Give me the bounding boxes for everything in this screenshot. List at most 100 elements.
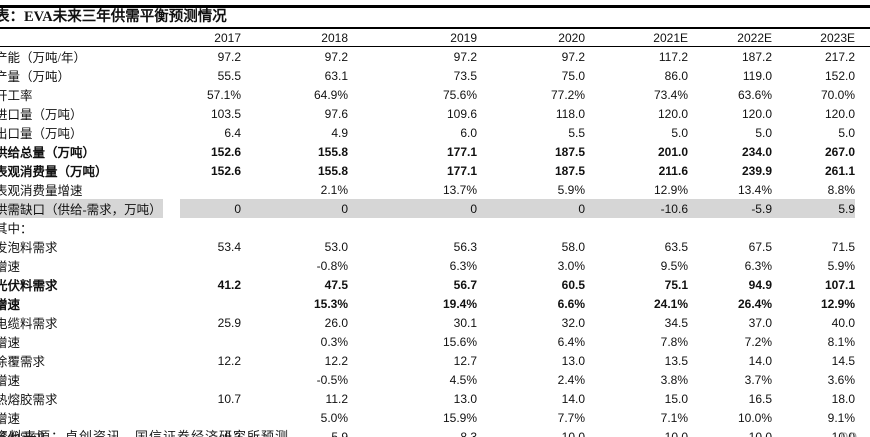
value-cell: 234.0 bbox=[741, 144, 772, 159]
row-label: 表观消费量增速 bbox=[0, 184, 83, 198]
value-cell: 5.9% bbox=[557, 182, 585, 197]
value-cell: -10.6 bbox=[585, 199, 688, 218]
table-row: 增速 15.3% 19.4% 6.6% 24.1% 26.4% 12.9% bbox=[0, 294, 870, 313]
value-cell: 201.0 bbox=[657, 144, 688, 159]
value-cell: 53.4 bbox=[217, 239, 241, 254]
value-cell: 177.1 bbox=[446, 144, 477, 159]
page-number-fragment: 00 bbox=[840, 429, 858, 437]
value-cell: 56.3 bbox=[453, 239, 477, 254]
year-header: 2018 bbox=[321, 30, 348, 45]
row-label: 进口量（万吨） bbox=[0, 108, 83, 122]
value-cell: 13.0 bbox=[453, 391, 477, 406]
table-row: 进口量（万吨） 103.5 97.6 109.6 118.0 120.0 120… bbox=[0, 104, 870, 123]
value-cell: 6.4 bbox=[224, 125, 241, 140]
value-cell: 41.2 bbox=[217, 277, 241, 292]
value-cell: 13.5 bbox=[664, 353, 688, 368]
value-cell: 155.8 bbox=[317, 144, 348, 159]
row-label: 产量（万吨） bbox=[0, 70, 71, 84]
value-cell: 10.0 bbox=[748, 429, 772, 437]
row-label: 产能（万吨/年） bbox=[0, 51, 86, 65]
value-cell: 117.2 bbox=[658, 49, 688, 64]
row-label: 热熔胶需求 bbox=[0, 393, 58, 407]
value-cell: 86.0 bbox=[664, 68, 688, 83]
value-cell: 152.6 bbox=[210, 144, 241, 159]
value-cell: 37.0 bbox=[748, 315, 772, 330]
table-row: 电缆料需求 25.9 26.0 30.1 32.0 34.5 37.0 40.0 bbox=[0, 313, 870, 332]
value-cell: 64.9% bbox=[313, 87, 348, 102]
value-cell: 70.0% bbox=[820, 87, 855, 102]
value-cell: 155.8 bbox=[317, 163, 348, 178]
year-header: 2017 bbox=[214, 30, 241, 45]
table-row: 其中： bbox=[0, 218, 870, 237]
year-header: 2020 bbox=[558, 30, 585, 45]
value-cell: 14.0 bbox=[748, 353, 772, 368]
value-cell: 3.7% bbox=[744, 372, 772, 387]
value-cell bbox=[477, 218, 585, 237]
value-cell: 7.1% bbox=[660, 410, 688, 425]
row-label: 表观消费量（万吨） bbox=[0, 165, 108, 179]
value-cell: 5.9 bbox=[331, 429, 348, 437]
value-cell: 55.5 bbox=[217, 68, 241, 83]
table-row: 产能（万吨/年） 97.2 97.2 97.2 97.2 117.2 187.2… bbox=[0, 47, 870, 67]
value-cell: 5.0% bbox=[320, 410, 348, 425]
value-cell: 32.0 bbox=[561, 315, 585, 330]
value-cell: 12.9% bbox=[653, 182, 688, 197]
value-cell: 12.2 bbox=[324, 353, 348, 368]
value-cell: 71.5 bbox=[831, 239, 855, 254]
value-cell: 0 bbox=[180, 199, 241, 218]
value-cell: 5.0 bbox=[755, 125, 772, 140]
table-row: 其他需求 9.2 5.9 8.3 10.0 10.0 10.0 10.0 bbox=[0, 427, 870, 437]
row-label: 增速 bbox=[0, 260, 21, 274]
table-row: 热熔胶需求 10.7 11.2 13.0 14.0 15.0 16.5 18.0 bbox=[0, 389, 870, 408]
value-cell: 2.1% bbox=[320, 182, 348, 197]
value-cell: -5.9 bbox=[688, 199, 772, 218]
value-cell: 14.0 bbox=[561, 391, 585, 406]
value-cell bbox=[180, 218, 241, 237]
value-cell: 5.5 bbox=[568, 125, 585, 140]
value-cell: 94.9 bbox=[748, 277, 772, 292]
value-cell: 75.0 bbox=[561, 68, 585, 83]
value-cell: 13.7% bbox=[442, 182, 477, 197]
table-row: 增速 5.0% 15.9% 7.7% 7.1% 10.0% 9.1% bbox=[0, 408, 870, 427]
value-cell: 3.6% bbox=[827, 372, 855, 387]
value-cell: -0.5% bbox=[316, 372, 348, 387]
value-cell: 75.6% bbox=[442, 87, 477, 102]
value-cell: 97.2 bbox=[217, 49, 241, 64]
value-cell: 120.0 bbox=[657, 106, 688, 121]
value-cell: 67.5 bbox=[748, 239, 772, 254]
value-cell: 40.0 bbox=[831, 315, 855, 330]
value-cell: 8.8% bbox=[827, 182, 855, 197]
value-cell: 187.5 bbox=[554, 144, 585, 159]
row-label: 涂覆需求 bbox=[0, 355, 46, 369]
table-row: 光伏料需求 41.2 47.5 56.7 60.5 75.1 94.9 107.… bbox=[0, 275, 870, 294]
row-label: 其中： bbox=[0, 222, 33, 236]
value-cell: 0 bbox=[477, 199, 585, 218]
value-cell: 14.5 bbox=[831, 353, 855, 368]
row-label: 增速 bbox=[0, 412, 21, 426]
value-cell: 13.4% bbox=[737, 182, 772, 197]
table-row: 表观消费量增速 2.1% 13.7% 5.9% 12.9% 13.4% 8.8% bbox=[0, 180, 870, 199]
value-cell: 10.0 bbox=[561, 429, 585, 437]
value-cell: 261.1 bbox=[824, 163, 855, 178]
table-row: 增速 -0.8% 6.3% 3.0% 9.5% 6.3% 5.9% bbox=[0, 256, 870, 275]
value-cell: 211.6 bbox=[658, 163, 688, 178]
value-cell: 118.0 bbox=[555, 106, 585, 121]
value-cell: 120.0 bbox=[824, 106, 855, 121]
value-cell: 34.5 bbox=[664, 315, 688, 330]
table-row: 涂覆需求 12.2 12.2 12.7 13.0 13.5 14.0 14.5 bbox=[0, 351, 870, 370]
value-cell: 60.5 bbox=[561, 277, 585, 292]
row-label: 供给总量（万吨） bbox=[0, 146, 96, 160]
value-cell: 7.8% bbox=[660, 334, 688, 349]
value-cell bbox=[180, 408, 241, 427]
value-cell: 12.7 bbox=[453, 353, 477, 368]
row-label: 增速 bbox=[0, 336, 21, 350]
value-cell: 119.0 bbox=[742, 68, 772, 83]
value-cell: 5.9 bbox=[772, 199, 870, 218]
value-cell: 97.2 bbox=[561, 49, 585, 64]
value-cell: 109.6 bbox=[446, 106, 477, 121]
value-cell: 187.5 bbox=[554, 163, 585, 178]
year-header: 2022E bbox=[737, 30, 772, 45]
table-row: 增速 -0.5% 4.5% 2.4% 3.8% 3.7% 3.6% bbox=[0, 370, 870, 389]
